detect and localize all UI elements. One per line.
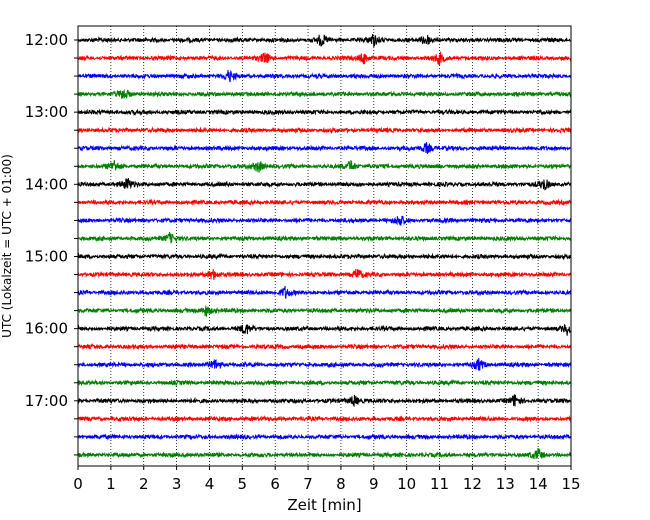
trace-line — [77, 51, 572, 66]
trace-line — [77, 142, 572, 155]
x-tick-label: 14 — [529, 475, 548, 493]
x-tick-label: 0 — [73, 475, 83, 493]
x-tick-label: 15 — [561, 475, 580, 493]
trace-line — [77, 378, 572, 387]
trace-line — [77, 178, 572, 191]
vertical-grid-lines — [110, 26, 539, 466]
trace-line — [77, 357, 572, 371]
trace-line — [77, 448, 572, 460]
x-tick-label: 11 — [430, 475, 449, 493]
trace-line — [77, 69, 572, 83]
trace-line — [77, 394, 572, 407]
y-tick-label: 12:00 — [25, 31, 68, 49]
plot-frame — [77, 25, 572, 467]
trace-line — [77, 159, 572, 173]
trace-line — [77, 414, 572, 423]
y-axis-label: UTC (Lokalzeit = UTC + 01:00) — [0, 154, 14, 338]
x-tick-label: 7 — [303, 475, 313, 493]
trace-line — [77, 323, 572, 336]
trace-line — [77, 268, 572, 281]
trace-line — [77, 215, 572, 226]
x-axis-ticks: 0 1 2 3 4 5 6 7 8 9 10 11 12 13 14 15 — [73, 466, 581, 493]
trace-line — [77, 89, 572, 99]
trace-line — [77, 252, 572, 261]
x-tick-label: 8 — [336, 475, 346, 493]
x-tick-label: 6 — [270, 475, 280, 493]
trace-line — [77, 108, 572, 117]
x-tick-label: 12 — [463, 475, 482, 493]
x-tick-label: 10 — [397, 475, 416, 493]
x-tick-label: 2 — [139, 475, 149, 493]
trace-line — [77, 198, 572, 207]
trace-line — [77, 33, 571, 48]
x-tick-label: 5 — [238, 475, 248, 493]
y-tick-label: 14:00 — [25, 175, 68, 193]
trace-line — [77, 126, 572, 135]
trace-line — [77, 231, 572, 244]
trace-line — [77, 305, 572, 317]
x-tick-label: 1 — [106, 475, 116, 493]
y-tick-label: 13:00 — [25, 103, 68, 121]
y-tick-label: 16:00 — [25, 320, 68, 338]
y-tick-label: 15:00 — [25, 247, 68, 265]
x-tick-label: 9 — [369, 475, 379, 493]
x-axis-label: Zeit [min] — [287, 496, 361, 514]
y-axis-ticks: 12:00 13:00 14:00 15:00 16:00 17:00 — [25, 31, 78, 456]
trace-line — [77, 285, 572, 299]
x-tick-label: 3 — [172, 475, 182, 493]
y-tick-label: 17:00 — [25, 392, 68, 410]
x-tick-label: 4 — [205, 475, 215, 493]
trace-line — [77, 433, 572, 441]
x-tick-label: 13 — [496, 475, 515, 493]
seismogram-traces — [77, 33, 572, 460]
trace-line — [77, 342, 572, 351]
